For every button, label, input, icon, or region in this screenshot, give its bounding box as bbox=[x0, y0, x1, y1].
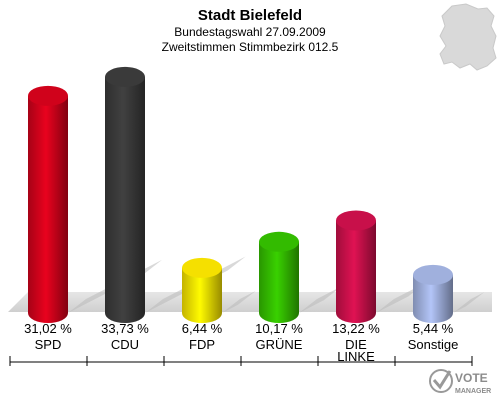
bar-cdu bbox=[105, 66, 145, 323]
category-label: CDU bbox=[111, 337, 139, 352]
category-label: Sonstige bbox=[408, 337, 459, 352]
logo-line1: VOTE bbox=[455, 371, 488, 385]
germany-map-icon bbox=[439, 3, 497, 71]
value-label: 5,44 % bbox=[413, 321, 454, 336]
bar-die-linke bbox=[336, 210, 376, 323]
bar-fdp bbox=[182, 257, 222, 323]
category-label: FDP bbox=[189, 337, 215, 352]
bar-shadow bbox=[453, 292, 485, 313]
chart-subtitle-2: Zweitstimmen Stimmbezirk 012.5 bbox=[162, 40, 339, 54]
bar-spd bbox=[28, 85, 68, 323]
bar-sonstige bbox=[413, 264, 453, 323]
value-label: 6,44 % bbox=[182, 321, 223, 336]
bar-shadow bbox=[299, 286, 342, 313]
chart-subtitle: Bundestagswahl 27.09.2009 bbox=[174, 25, 326, 39]
value-label: 31,02 % bbox=[24, 321, 72, 336]
value-label: 13,22 % bbox=[332, 321, 380, 336]
value-label: 33,73 % bbox=[101, 321, 149, 336]
vote-manager-logo: VOTE MANAGER bbox=[429, 369, 491, 395]
category-label: DIE LINKE bbox=[337, 337, 375, 364]
value-label: 10,17 % bbox=[255, 321, 303, 336]
bar-gr-ne bbox=[259, 231, 299, 323]
logo-line2: MANAGER bbox=[455, 388, 491, 395]
chart-title: Stadt Bielefeld bbox=[198, 7, 302, 24]
category-label: SPD bbox=[35, 337, 62, 352]
category-label: GRÜNE bbox=[256, 337, 303, 352]
bar-shadow bbox=[222, 290, 256, 313]
